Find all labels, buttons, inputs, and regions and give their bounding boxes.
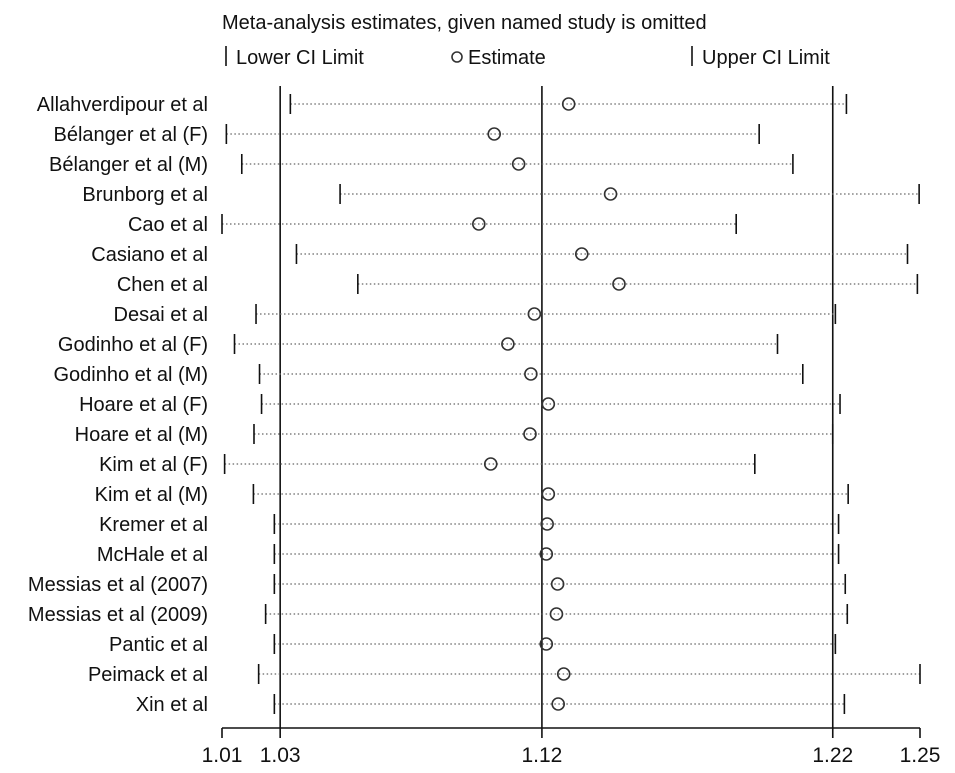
estimate-marker (561, 97, 576, 111)
estimate-marker (483, 457, 498, 471)
study-row: Xin et al (136, 694, 846, 716)
estimate-marker (603, 187, 618, 201)
estimate-marker (551, 697, 566, 711)
legend-upper-label: Upper CI Limit (702, 47, 830, 69)
estimate-marker (501, 337, 515, 351)
estimate-marker (539, 637, 554, 651)
study-label: Kremer et al (99, 514, 208, 536)
legend-lower-label: Lower CI Limit (236, 47, 364, 69)
chart-title: Meta-analysis estimates, given named stu… (222, 12, 707, 34)
x-tick-label: 1.25 (900, 744, 941, 767)
study-row: Chen et al (117, 274, 919, 296)
study-row: Brunborg et al (82, 184, 920, 206)
study-row: Allahverdipour et al (37, 94, 848, 116)
study-label: Messias et al (2009) (28, 604, 208, 626)
estimate-marker (541, 487, 556, 501)
study-label: Allahverdipour et al (37, 94, 208, 116)
estimate-marker (487, 127, 502, 141)
study-label: Messias et al (2007) (28, 574, 208, 596)
study-row: Kremer et al (99, 514, 840, 536)
study-row: Pantic et al (109, 634, 837, 656)
study-row: Hoare et al (M) (75, 424, 834, 446)
estimate-marker (511, 157, 526, 171)
study-row: Godinho et al (M) (53, 364, 804, 386)
study-label: Cao et al (128, 214, 208, 236)
study-rows: Allahverdipour et al Bélanger et al (F) Bé… (28, 94, 921, 716)
reference-lines (279, 86, 834, 728)
x-tick-label: 1.22 (812, 744, 853, 767)
study-row: Godinho et al (F) (58, 334, 779, 356)
study-row: Bélanger et al (M) (49, 154, 794, 176)
study-row: Kim et al (F) (99, 454, 756, 476)
study-row: Casiano et al (91, 244, 909, 266)
study-label: Bélanger et al (F) (53, 124, 208, 146)
estimate-marker (539, 547, 554, 561)
x-tick-label: 1.03 (260, 744, 301, 767)
study-row: Hoare et al (F) (79, 394, 841, 416)
estimate-marker (524, 367, 538, 381)
study-row: Kim et al (M) (95, 484, 849, 506)
estimate-marker (612, 277, 626, 291)
study-label: Hoare et al (F) (79, 394, 208, 416)
estimate-marker (472, 217, 486, 231)
x-axis: 1.01 1.03 1.12 1.22 1.25 (202, 727, 941, 767)
estimate-marker (527, 307, 542, 321)
estimate-marker (556, 667, 571, 681)
estimate-marker (523, 427, 537, 441)
study-label: McHale et al (97, 544, 208, 566)
study-row: Messias et al (2009) (28, 604, 849, 626)
study-label: Bélanger et al (M) (49, 154, 208, 176)
study-label: Godinho et al (F) (58, 334, 208, 356)
estimate-marker (540, 517, 554, 531)
study-row: Peimack et al (88, 664, 921, 686)
study-label: Casiano et al (91, 244, 208, 266)
x-tick-label: 1.12 (521, 744, 562, 767)
study-label: Desai et al (114, 304, 209, 326)
study-label: Kim et al (F) (99, 454, 208, 476)
legend-estimate-marker (451, 51, 463, 63)
study-label: Brunborg et al (82, 184, 208, 206)
estimate-marker (550, 577, 565, 591)
study-row: Bélanger et al (F) (53, 124, 760, 146)
study-label: Xin et al (136, 694, 208, 716)
study-label: Peimack et al (88, 664, 208, 686)
estimate-marker (549, 607, 564, 621)
study-row: Desai et al (114, 304, 837, 326)
study-label: Godinho et al (M) (53, 364, 208, 386)
study-row: McHale et al (97, 544, 840, 566)
study-label: Pantic et al (109, 634, 208, 656)
x-tick-label: 1.01 (202, 744, 243, 767)
estimate-marker (574, 247, 589, 261)
study-label: Kim et al (M) (95, 484, 208, 506)
study-row: Messias et al (2007) (28, 574, 847, 596)
study-row: Cao et al (128, 214, 737, 236)
legend-estimate-label: Estimate (468, 47, 546, 69)
study-label: Chen et al (117, 274, 208, 296)
study-label: Hoare et al (M) (75, 424, 208, 446)
estimate-marker (541, 397, 556, 411)
legend: Lower CI Limit Estimate Upper CI Limit (225, 46, 830, 69)
